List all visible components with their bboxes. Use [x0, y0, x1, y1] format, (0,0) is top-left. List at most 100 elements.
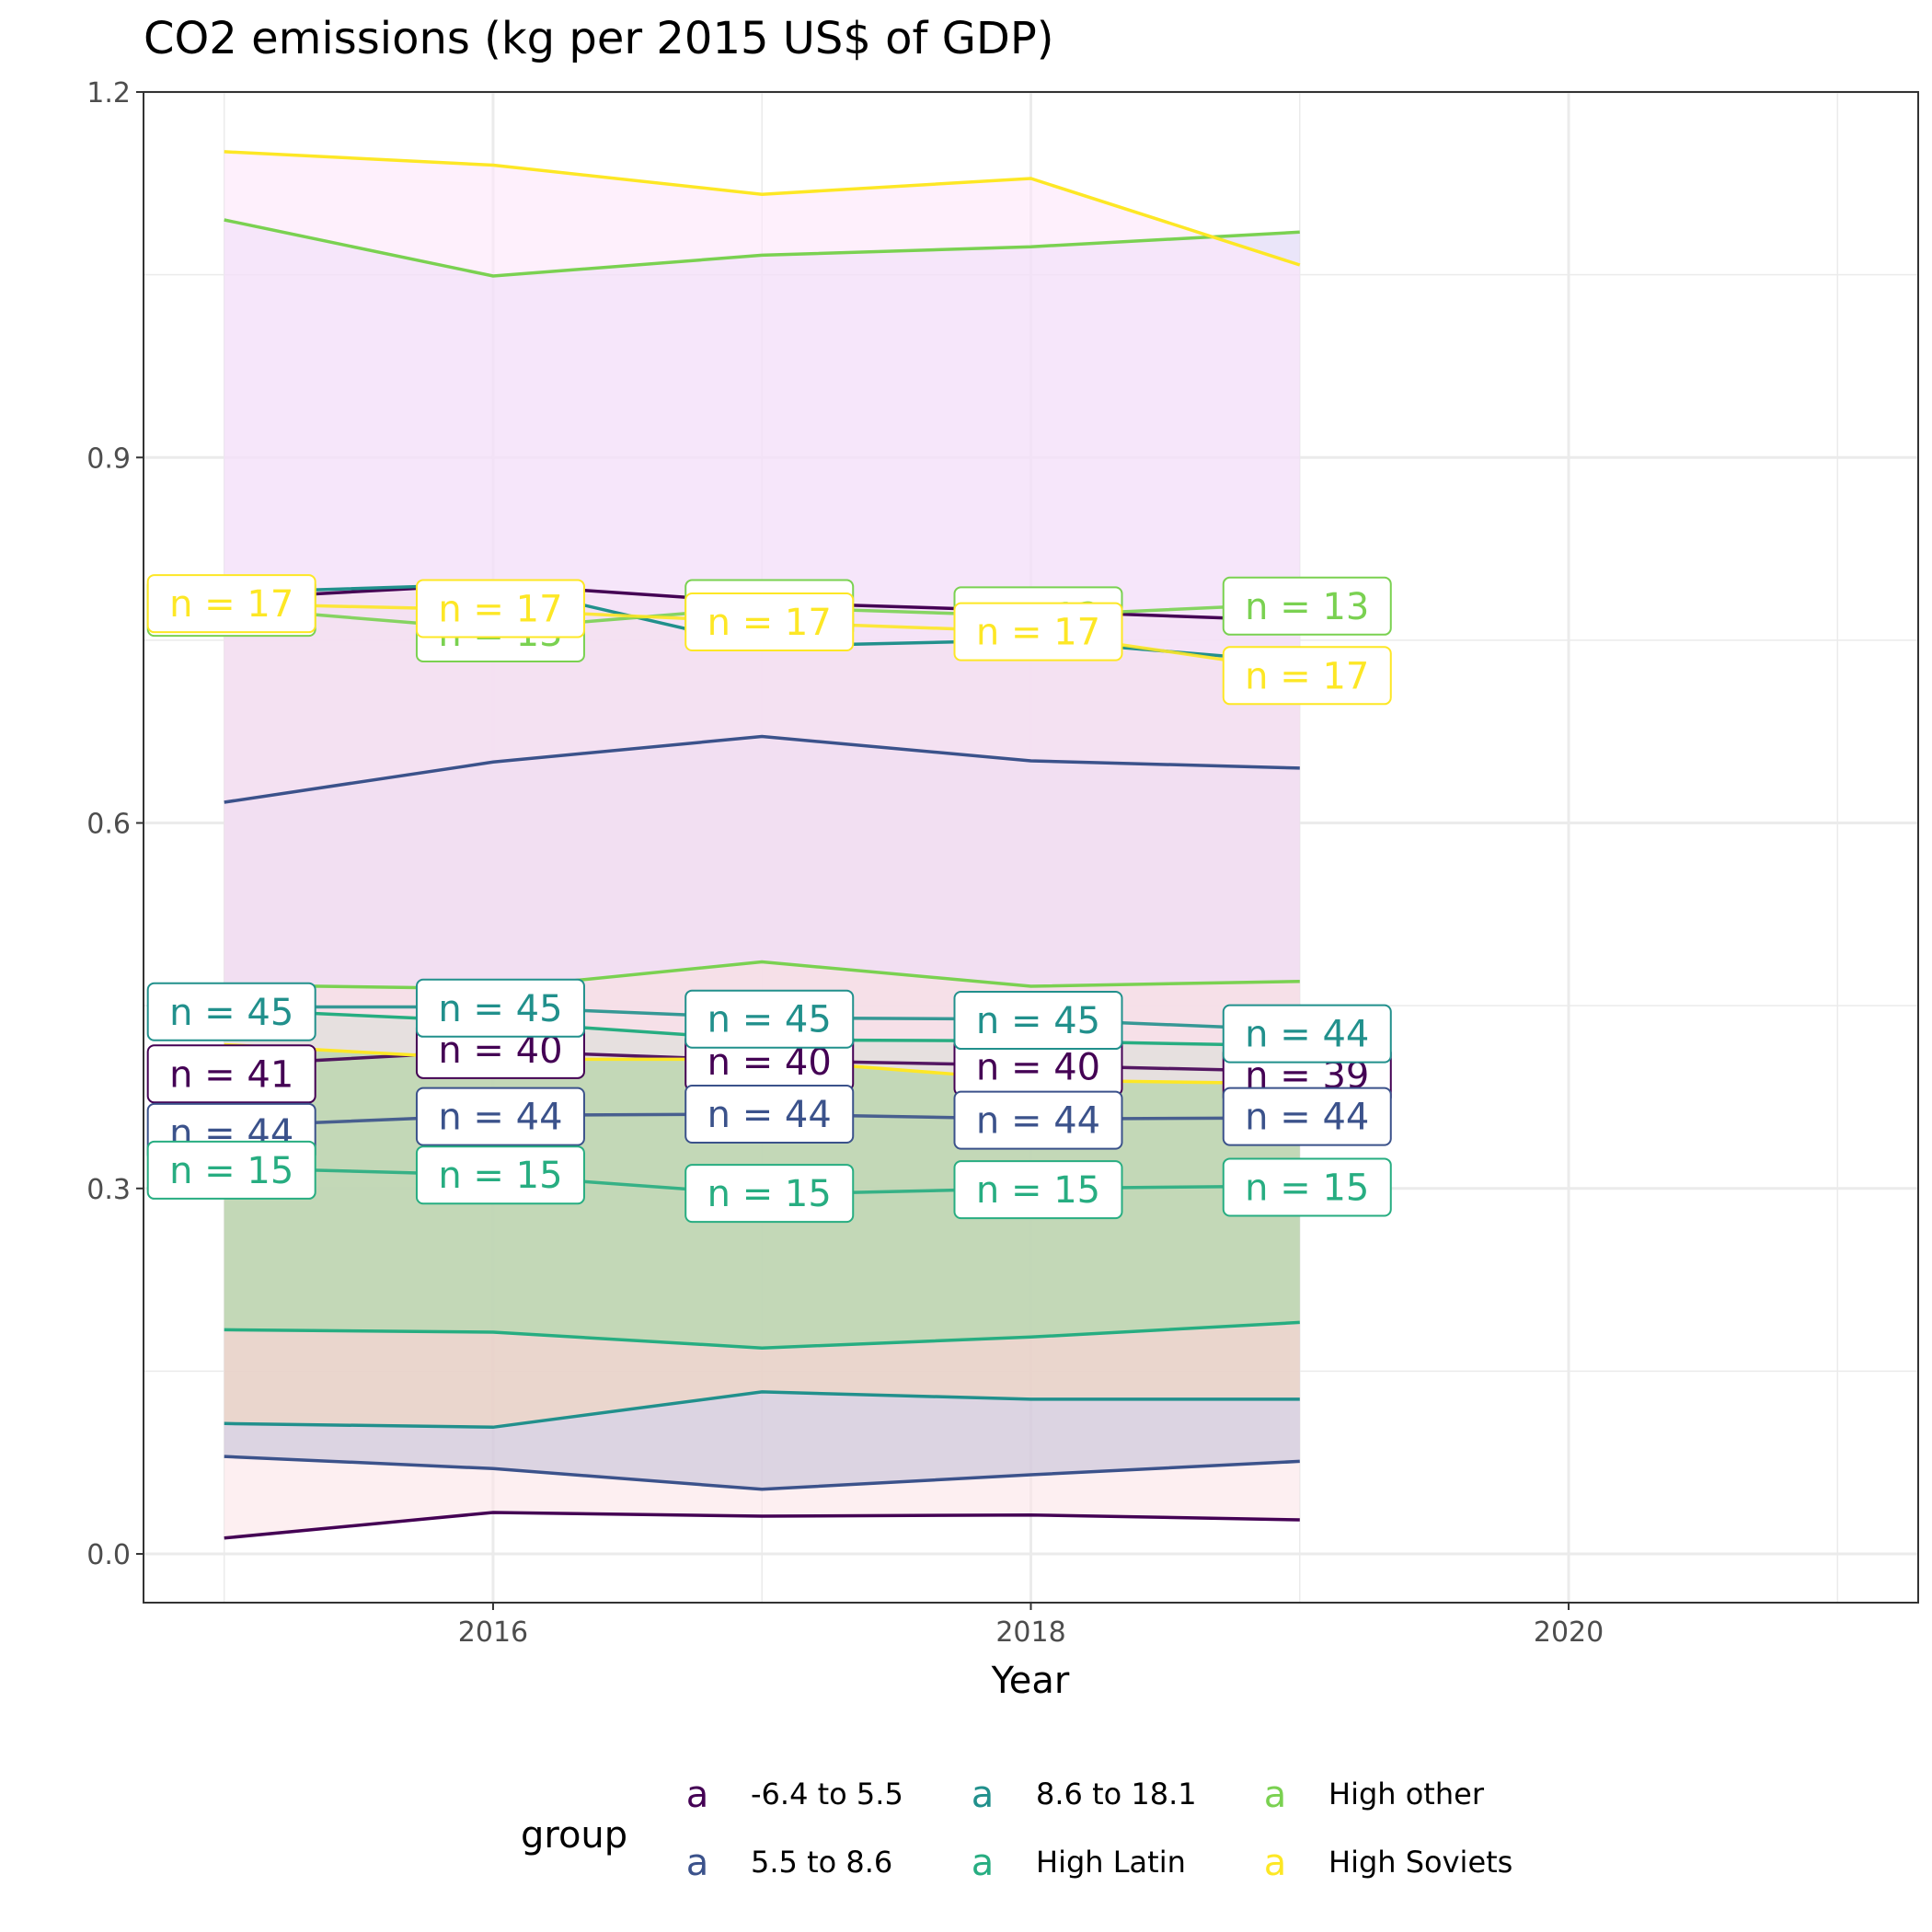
n-label-3-4: n = 15 — [1222, 1157, 1392, 1217]
n-label-text: n = 44 — [1245, 1097, 1369, 1139]
n-label-2-4: n = 44 — [1222, 1004, 1392, 1064]
n-label-box — [953, 1090, 1123, 1150]
legend-item-2: a 8.6 to 18.1 — [972, 1774, 1197, 1816]
line-low-3 — [224, 1320, 1300, 1350]
legend-key-glyph: a — [1264, 1774, 1287, 1816]
x-axis-label: Year — [991, 1660, 1070, 1702]
n-label-box — [415, 1145, 585, 1205]
y-tick-label: 0.0 — [86, 1539, 131, 1571]
n-label-box — [415, 978, 585, 1038]
legend-item-3: a High Latin — [972, 1842, 1186, 1884]
n-label-5-3: n = 17 — [953, 602, 1123, 661]
n-labels: n = 41n = 40 n = 40 n = 40 n = 39n = 44 n = … — [146, 574, 1392, 1224]
n-label-text: n = 44 — [976, 1100, 1100, 1143]
legend-label: 8.6 to 18.1 — [1036, 1777, 1197, 1811]
n-label-text: n = 40 — [976, 1046, 1100, 1088]
n-label-1-4: n = 44 — [1222, 1087, 1392, 1146]
n-label-0-3: n = 40 — [953, 1037, 1123, 1097]
n-label-box — [415, 579, 585, 638]
n-label-text: n = 17 — [438, 588, 562, 630]
n-label-box — [415, 1087, 585, 1146]
n-label-text: n = 45 — [976, 1000, 1100, 1042]
line-high-5 — [224, 150, 1301, 267]
n-label-text: n = 40 — [707, 1041, 832, 1084]
n-label-text: n = 44 — [707, 1094, 832, 1136]
n-label-2-0: n = 45 — [146, 982, 316, 1041]
n-label-box — [684, 592, 855, 652]
n-label-box — [684, 1164, 855, 1224]
n-label-text: n = 15 — [976, 1169, 1100, 1212]
n-label-1-2: n = 44 — [684, 1084, 855, 1144]
n-label-box — [953, 991, 1123, 1051]
n-label-text: n = 13 — [1245, 586, 1369, 628]
y-tick-label: 1.2 — [86, 77, 131, 109]
n-label-text: n = 17 — [1245, 655, 1369, 697]
n-label-box — [953, 602, 1123, 661]
n-label-box — [1222, 646, 1392, 706]
n-label-3-2: n = 15 — [684, 1164, 855, 1224]
n-label-box — [953, 1160, 1123, 1220]
n-label-box — [146, 982, 316, 1041]
legend-key-glyph: a — [972, 1842, 995, 1884]
axes: 0.0 0.3 0.6 0.9 1.2 2016 2018 2020 — [86, 77, 1604, 1649]
chart-title: CO2 emissions (kg per 2015 US$ of GDP) — [144, 13, 1054, 64]
n-label-0-0: n = 41 — [146, 1044, 316, 1104]
n-label-box — [146, 1044, 316, 1104]
n-label-2-2: n = 45 — [684, 989, 855, 1049]
n-label-text: n = 15 — [438, 1155, 562, 1197]
n-label-text: n = 15 — [169, 1150, 293, 1192]
n-label-box — [684, 1084, 855, 1144]
legend-title: group — [521, 1814, 627, 1857]
n-label-text: n = 15 — [1245, 1167, 1369, 1209]
y-tick-label: 0.3 — [86, 1174, 131, 1206]
n-label-text: n = 45 — [438, 988, 562, 1030]
n-label-text: n = 17 — [169, 583, 293, 626]
n-label-4-4: n = 13 — [1222, 576, 1392, 636]
legend-item-5: a High Soviets — [1264, 1842, 1513, 1884]
n-label-2-3: n = 45 — [953, 991, 1123, 1051]
y-tick-label: 0.9 — [86, 443, 131, 475]
legend-key-glyph: a — [1264, 1842, 1287, 1884]
x-tick-label: 2016 — [458, 1616, 528, 1649]
n-label-5-2: n = 17 — [684, 592, 855, 652]
n-label-1-3: n = 44 — [953, 1090, 1123, 1150]
n-label-1-1: n = 44 — [415, 1087, 585, 1146]
n-label-text: n = 44 — [438, 1097, 562, 1139]
n-label-5-0: n = 17 — [146, 574, 316, 634]
line-low-1 — [224, 1455, 1300, 1491]
n-label-3-1: n = 15 — [415, 1145, 585, 1205]
n-label-text: n = 41 — [169, 1053, 293, 1096]
n-label-3-3: n = 15 — [953, 1160, 1123, 1220]
legend-label: High other — [1328, 1777, 1485, 1811]
n-label-box — [1222, 1087, 1392, 1146]
n-label-text: n = 17 — [976, 612, 1100, 654]
x-tick-label: 2018 — [995, 1616, 1065, 1649]
line-low-2 — [224, 1390, 1300, 1430]
legend-label: 5.5 to 8.6 — [751, 1845, 892, 1880]
n-label-box — [146, 574, 316, 634]
n-label-text: n = 45 — [707, 999, 832, 1041]
legend-label: -6.4 to 5.5 — [751, 1777, 903, 1811]
n-label-box — [1222, 576, 1392, 636]
n-label-5-1: n = 17 — [415, 579, 585, 638]
n-label-box — [684, 989, 855, 1049]
n-label-text: n = 15 — [707, 1173, 832, 1215]
n-label-5-4: n = 17 — [1222, 646, 1392, 706]
line-high-4 — [224, 218, 1300, 278]
legend-item-4: a High other — [1264, 1774, 1485, 1816]
line-low-4 — [224, 960, 1300, 991]
n-label-box — [146, 1140, 316, 1200]
n-label-text: n = 17 — [707, 602, 832, 644]
y-tick-label: 0.6 — [86, 809, 131, 841]
line-low-0 — [224, 1511, 1300, 1540]
legend-label: High Latin — [1036, 1845, 1186, 1880]
legend-key-glyph: a — [686, 1774, 709, 1816]
legend: a -6.4 to 5.5 a 5.5 to 8.6 a 8.6 to 18.1 a High… — [686, 1774, 1513, 1884]
n-label-box — [1222, 1157, 1392, 1217]
n-label-text: n = 44 — [1245, 1014, 1369, 1056]
legend-key-glyph: a — [686, 1842, 709, 1884]
n-label-box — [1222, 1004, 1392, 1064]
n-label-2-1: n = 45 — [415, 978, 585, 1038]
x-tick-label: 2020 — [1534, 1616, 1604, 1649]
